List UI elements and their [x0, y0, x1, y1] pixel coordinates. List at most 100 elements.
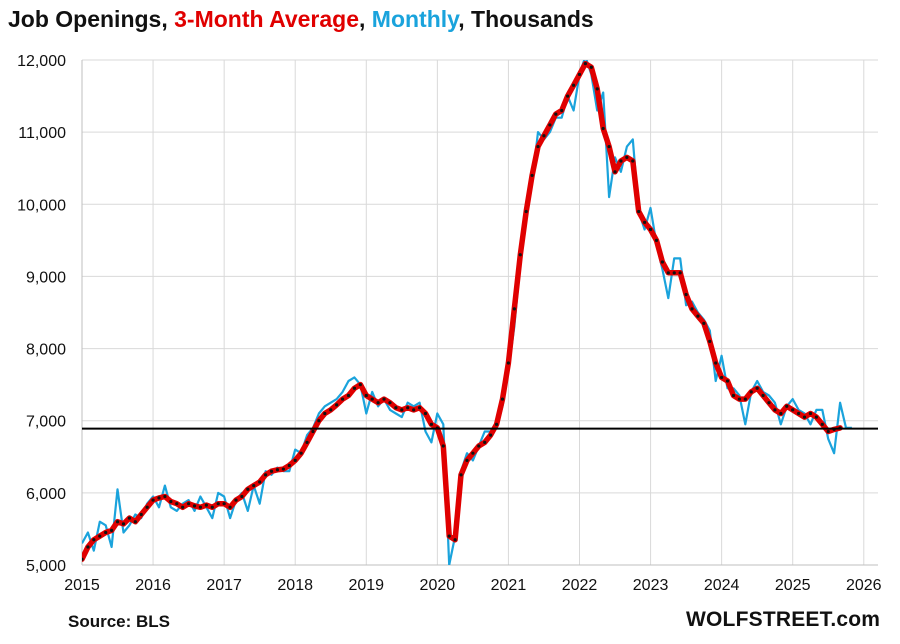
title-part-main: Job Openings, [8, 6, 175, 32]
average-data-point [506, 361, 511, 365]
average-data-point [471, 451, 475, 455]
average-data-point [737, 397, 741, 401]
average-data-point [459, 473, 463, 477]
average-data-point [311, 429, 315, 434]
average-data-point [157, 496, 161, 500]
average-data-point [802, 415, 807, 419]
average-data-point [263, 473, 268, 477]
average-data-point [654, 238, 659, 242]
average-data-point [785, 404, 789, 408]
average-data-point [110, 528, 114, 532]
average-data-point [512, 307, 516, 311]
average-data-point [548, 123, 552, 127]
x-tick-label: 2024 [704, 577, 740, 594]
average-data-point [86, 545, 90, 549]
average-data-point [648, 227, 653, 232]
average-data-point [797, 411, 801, 416]
y-tick-label: 9,000 [26, 269, 66, 286]
average-data-point [305, 440, 309, 444]
average-data-point [714, 361, 718, 365]
y-tick-label: 11,000 [18, 125, 66, 142]
average-data-point [708, 339, 712, 343]
average-data-point [696, 314, 700, 318]
average-data-point [222, 502, 226, 506]
average-data-point [287, 463, 291, 468]
title-part-units: , Thousands [458, 6, 594, 32]
average-data-point [82, 557, 84, 561]
average-data-point [346, 393, 351, 398]
average-data-point [423, 411, 428, 416]
average-data-point [773, 408, 777, 412]
average-data-point [151, 498, 155, 502]
average-data-point [133, 520, 137, 524]
average-data-point [554, 112, 558, 116]
average-data-point [731, 393, 736, 398]
average-data-point [637, 209, 641, 214]
average-data-point [453, 538, 457, 542]
average-data-point [145, 505, 149, 509]
average-data-point [240, 494, 244, 499]
y-tick-label: 12,000 [17, 53, 66, 70]
average-data-point [210, 505, 214, 509]
average-data-point [335, 403, 339, 407]
x-tick-label: 2026 [846, 577, 882, 594]
average-data-point [672, 271, 676, 275]
average-data-point [477, 444, 481, 448]
average-data-point [583, 62, 588, 66]
average-data-point [163, 494, 167, 499]
average-data-point [352, 386, 357, 390]
average-data-point [169, 499, 173, 504]
average-data-point [269, 469, 274, 473]
average-data-point [329, 408, 333, 412]
average-data-point [417, 406, 422, 410]
average-data-point [394, 406, 398, 410]
average-data-point [779, 411, 783, 416]
title-part-average: 3-Month Average [174, 6, 360, 32]
average-data-point [577, 72, 582, 77]
average-data-point [571, 83, 576, 87]
average-data-point [465, 458, 469, 462]
average-data-point [127, 516, 131, 520]
average-data-point [761, 393, 765, 398]
x-tick-label: 2019 [348, 577, 384, 594]
average-data-point [643, 220, 647, 224]
average-data-point [92, 538, 96, 542]
chart-title: Job Openings, 3-Month Average, Monthly, … [8, 6, 594, 33]
average-data-point [115, 520, 120, 524]
average-data-point [601, 126, 605, 131]
average-data-point [400, 408, 404, 412]
average-data-point [530, 173, 534, 178]
average-data-point [542, 134, 546, 138]
average-data-point [589, 65, 593, 69]
x-tick-label: 2017 [206, 577, 242, 594]
average-data-point [370, 397, 374, 401]
average-data-point [560, 108, 564, 113]
average-data-point [187, 502, 191, 506]
average-data-point [98, 534, 102, 538]
y-tick-label: 10,000 [17, 197, 66, 214]
average-data-point [814, 415, 818, 419]
average-data-point [678, 271, 682, 275]
average-data-point [412, 408, 416, 412]
title-part-monthly: Monthly [371, 6, 459, 32]
average-data-point [388, 401, 392, 405]
average-data-point [690, 307, 694, 311]
average-data-point [483, 440, 487, 444]
average-data-point [139, 512, 143, 517]
x-tick-label: 2016 [135, 577, 171, 594]
x-tick-label: 2015 [64, 577, 100, 594]
average-data-point [755, 386, 759, 390]
average-data-point [500, 397, 505, 401]
average-data-point [323, 411, 327, 416]
average-data-point [494, 422, 499, 426]
average-data-point [317, 419, 321, 423]
average-data-point [364, 393, 368, 398]
x-tick-label: 2025 [775, 577, 811, 594]
average-data-point [666, 271, 670, 275]
average-data-point [293, 458, 297, 462]
average-data-point [566, 94, 570, 98]
average-data-point [429, 422, 434, 426]
average-data-point [808, 411, 813, 416]
average-data-point [595, 87, 599, 91]
